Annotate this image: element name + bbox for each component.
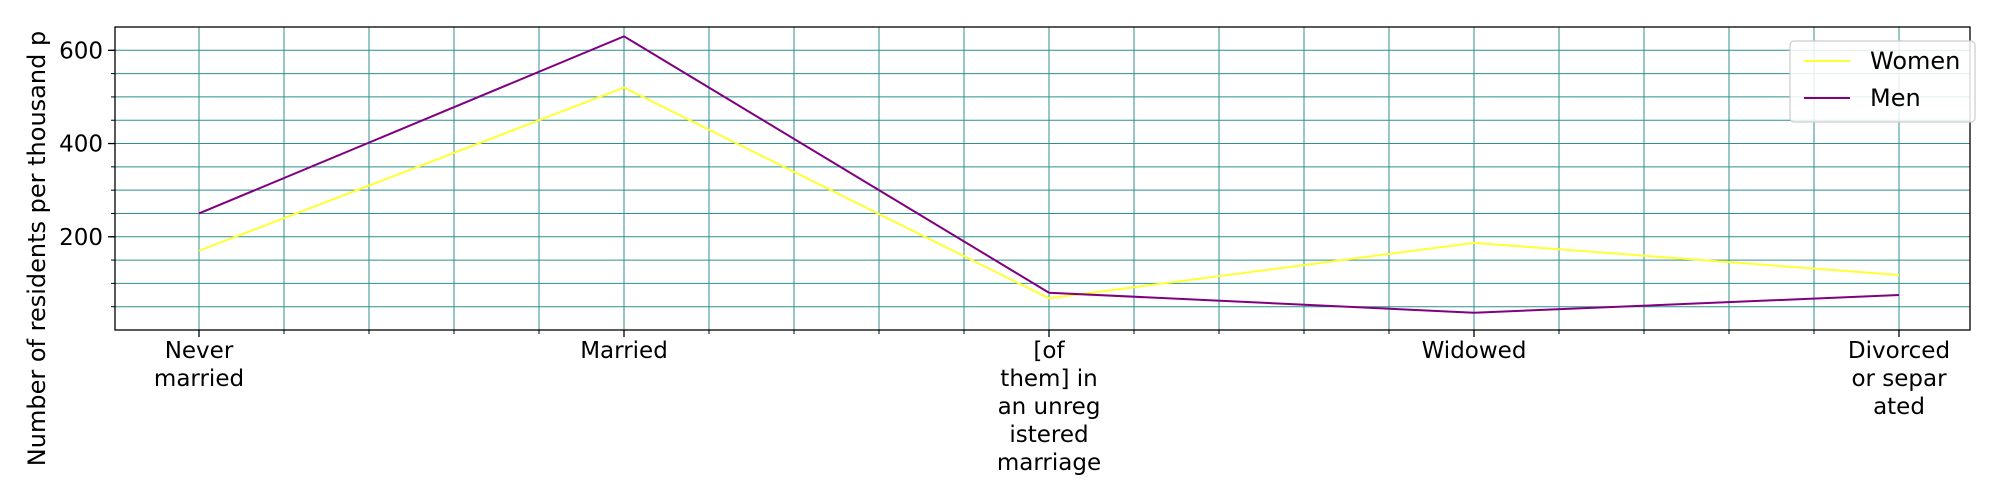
legend-label-men: Men — [1870, 84, 1921, 112]
y-axis-label: Number of residents per thousand p — [23, 31, 51, 466]
y-tick-label: 600 — [59, 38, 103, 64]
x-tick-labels: Never married Married [of them] in an unreg is… — [154, 338, 1950, 476]
y-tick-label: 400 — [59, 132, 103, 158]
y-tick-labels: 200 400 600 — [59, 38, 103, 250]
x-tick-label: Married — [580, 338, 668, 364]
series-line-men — [198, 35, 1900, 314]
y-tick-label: 200 — [59, 225, 103, 251]
x-tick-label: Never married — [154, 338, 244, 392]
x-tick-label: [of them] in an unreg istered marriage — [997, 338, 1101, 476]
grid — [115, 27, 1970, 330]
plot-frame — [114, 26, 1971, 331]
ticks — [108, 49, 1900, 337]
legend-label-women: Women — [1870, 47, 1960, 75]
series-line-women — [198, 86, 1900, 300]
legend: Women Men — [1789, 40, 1976, 123]
x-tick-label: Widowed — [1422, 338, 1527, 364]
series — [198, 35, 1900, 314]
x-tick-label: Divorced or separ ated — [1848, 338, 1950, 420]
